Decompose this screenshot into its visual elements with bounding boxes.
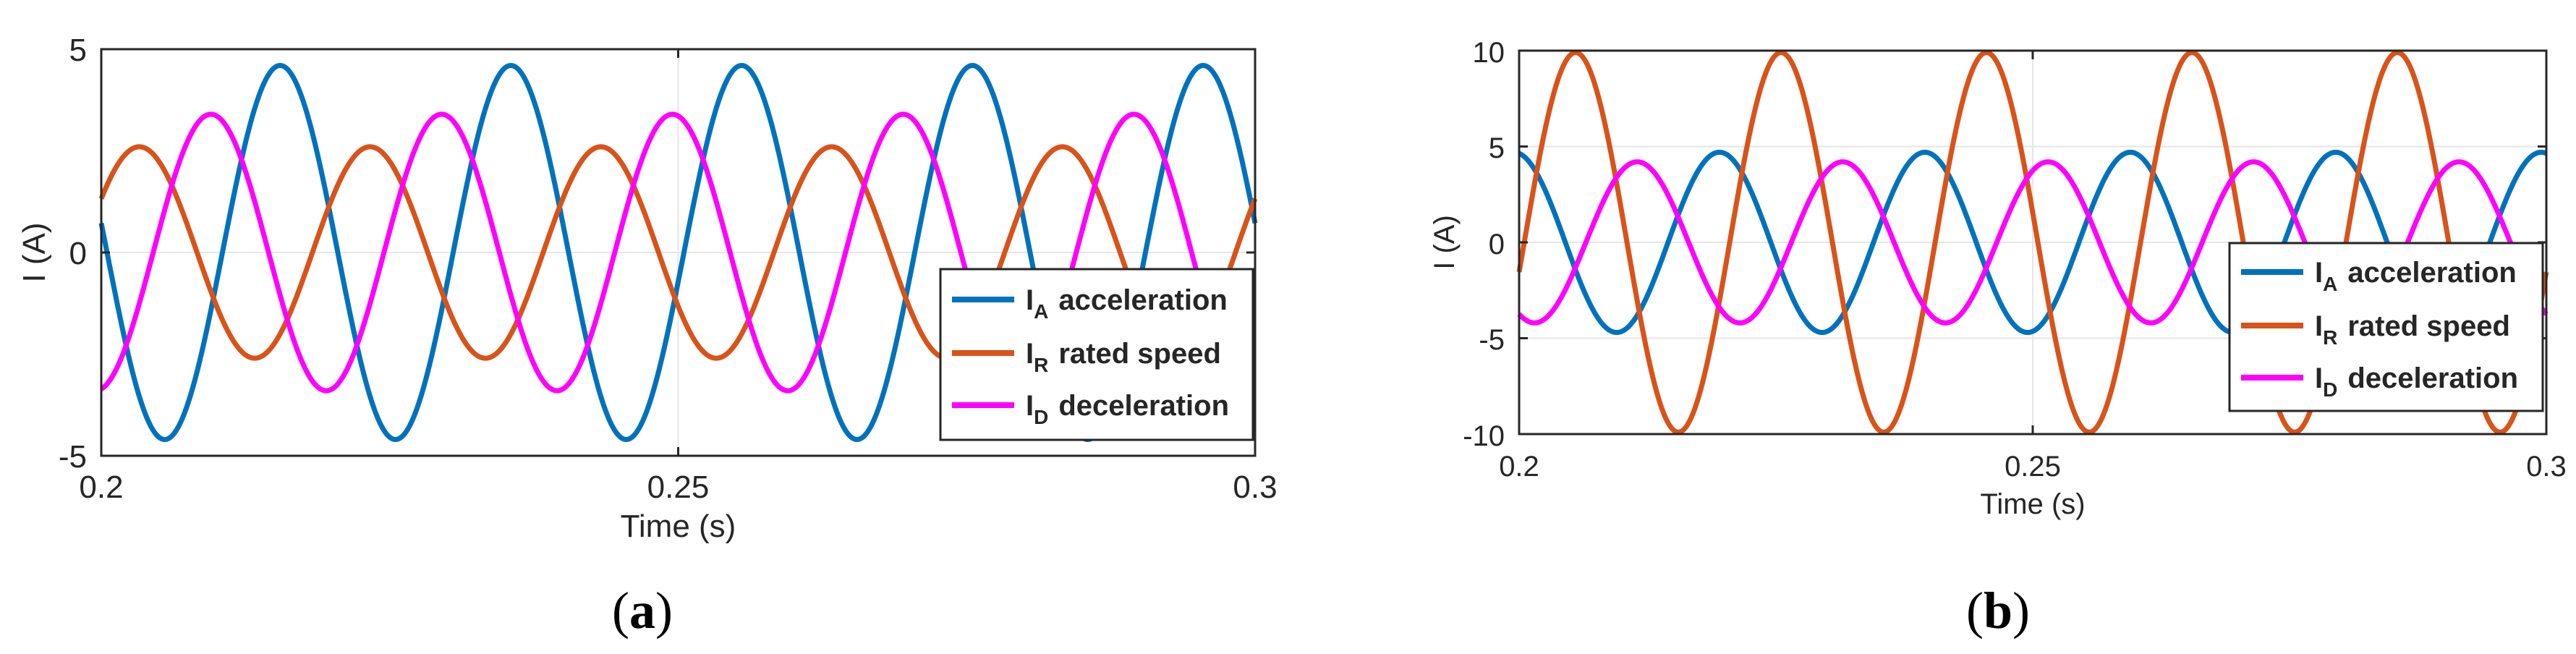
legend-label: deceleration [1058,390,1229,422]
panel-b-legend-entry-rated-speed: IR rated speed [2315,310,2510,349]
panel-b-ytick-label: -5 [1479,324,1505,356]
caption-paren: ) [2012,582,2030,640]
panel-a-legend: IA acceleration IR rated speed ID decelerat… [939,268,1254,441]
panel-b-caption: (b) [1966,582,2030,640]
legend-label: rated speed [1058,338,1221,370]
panel-b-series-acceleration-line [1517,149,2549,336]
panel-b-legend-entry-deceleration: ID deceleration [2315,362,2518,401]
panel-b-ylabel: I (A) [1429,215,1461,270]
panel-a-legend-entry-acceleration: IA acceleration [1026,284,1228,323]
legend-label: acceleration [2347,257,2516,289]
panel-a-ytick-label: 5 [69,33,87,68]
panel-b-ytick-label: -10 [1463,420,1505,452]
panel-a-xtick-label: 0.2 [79,470,123,505]
panel-b: 10 5 0 -5 -10 0.2 0.25 0.3 Time (s) I (A… [1429,37,2567,640]
panel-b-xtick-label: 0.2 [1499,451,1539,483]
legend-subscript: A [1034,300,1048,323]
legend-subscript: R [1034,354,1048,376]
panel-a-legend-entry-rated-speed: IR rated speed [1026,338,1221,376]
panel-b-legend-entry-acceleration: IA acceleration [2315,257,2517,295]
panel-a-xlabel: Time (s) [621,509,736,544]
legend-symbol: I [1026,390,1034,422]
panel-b-ytick-label: 10 [1473,37,1505,69]
panel-a-ytick-label: 0 [69,236,87,271]
legend-symbol: I [2315,362,2323,394]
panel-b-ytick-label: 0 [1489,229,1505,260]
legend-subscript: D [2323,378,2337,401]
panel-a-ytick-label: -5 [59,439,87,475]
panel-b-xtick-label: 0.25 [2005,451,2061,483]
panel-a-xtick-label: 0.25 [647,470,710,505]
panel-a-ylabel: I (A) [17,222,52,282]
caption-paren: ( [612,582,629,640]
legend-symbol: I [1026,338,1034,370]
panel-b-xlabel: Time (s) [1980,488,2085,520]
legend-label: deceleration [2347,362,2518,394]
panel-a-caption: (a) [612,582,673,640]
legend-symbol: I [1026,284,1034,316]
panel-b-xtick-label: 0.3 [2526,451,2567,483]
panel-a-legend-entry-deceleration: ID deceleration [1026,390,1229,428]
legend-subscript: D [1034,406,1048,428]
caption-paren: ) [655,582,673,640]
panel-b-series-rated-speed-line [1516,50,2549,435]
panel-b-legend: IA acceleration IR rated speed ID decelerat… [2228,242,2544,412]
legend-subscript: A [2323,273,2337,295]
panel-a-xtick-label: 0.3 [1233,470,1277,505]
panel-a-series-rated-speed-line [98,144,1258,361]
legend-symbol: I [2315,257,2323,289]
caption-paren: ( [1966,582,1984,640]
legend-label: acceleration [1058,284,1227,316]
panel-a: 5 0 -5 0.2 0.25 0.3 Time (s) I (A) IA acc… [17,33,1278,640]
caption-letter: b [1984,582,2012,640]
legend-symbol: I [2315,310,2323,342]
panel-a-ticks [100,48,1257,457]
legend-label: rated speed [2347,310,2510,342]
legend-subscript: R [2323,326,2337,349]
panel-b-ytick-label: 5 [1489,132,1505,164]
caption-letter: a [629,582,655,640]
